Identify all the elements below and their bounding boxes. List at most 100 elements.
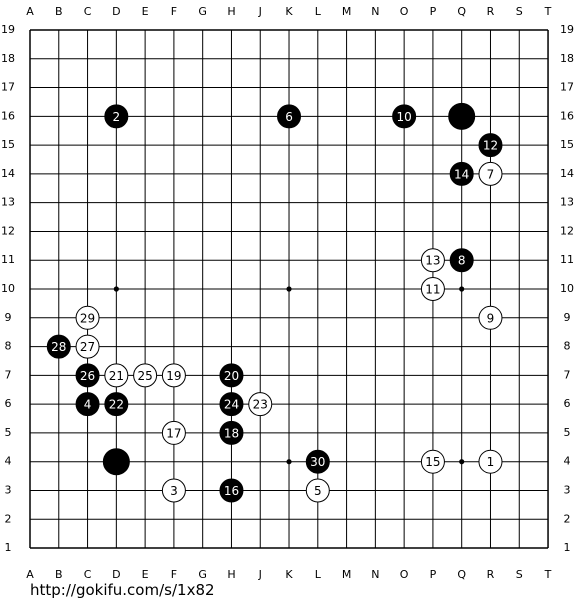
white-stone: [75, 305, 100, 330]
column-label: G: [198, 568, 207, 581]
column-label: H: [227, 5, 235, 18]
stone: 20: [219, 363, 244, 388]
white-stone: [133, 363, 158, 388]
stone: 26: [75, 363, 100, 388]
white-stone: [420, 449, 445, 474]
row-label: 8: [5, 340, 12, 353]
row-label: 15: [560, 138, 574, 151]
white-stone: [305, 478, 330, 503]
column-label: P: [430, 5, 437, 18]
white-stone: [161, 478, 186, 503]
stone: 25: [133, 363, 158, 388]
stone: [448, 102, 476, 130]
black-stone: [219, 392, 244, 417]
stone: [102, 448, 130, 476]
stone: 1: [478, 449, 503, 474]
column-label: K: [285, 5, 293, 18]
move-number: 6: [285, 110, 293, 124]
white-stone: [161, 363, 186, 388]
row-label: 9: [564, 311, 571, 324]
column-label: N: [371, 568, 379, 581]
column-label: F: [171, 5, 177, 18]
black-stone: [104, 104, 129, 129]
black-stone: [219, 420, 244, 445]
stone: 6: [277, 104, 302, 129]
row-label: 2: [564, 512, 571, 525]
column-label: Q: [457, 5, 466, 18]
column-label: C: [84, 5, 92, 18]
move-number: 2: [113, 110, 121, 124]
black-stone: [449, 248, 474, 273]
column-label: T: [544, 5, 552, 18]
column-label: B: [55, 568, 63, 581]
column-label: R: [487, 5, 495, 18]
stone: 3: [161, 478, 186, 503]
white-stone: [248, 392, 273, 417]
stone: 30: [305, 449, 330, 474]
row-label: 15: [1, 138, 15, 151]
stone: 14: [449, 161, 474, 186]
stone: 10: [392, 104, 417, 129]
white-stone: [420, 277, 445, 302]
column-label: A: [26, 5, 34, 18]
row-label: 19: [1, 23, 15, 36]
row-label: 14: [560, 167, 574, 180]
column-label: M: [342, 5, 352, 18]
column-label: E: [142, 568, 149, 581]
column-label: O: [400, 568, 409, 581]
stone: 7: [478, 161, 503, 186]
row-label: 14: [1, 167, 15, 180]
move-number: 1: [487, 455, 495, 469]
move-number: 21: [109, 369, 124, 383]
stone: 24: [219, 392, 244, 417]
row-label: 2: [5, 512, 12, 525]
row-label: 6: [564, 397, 571, 410]
black-stone: [75, 392, 100, 417]
white-stone: [75, 334, 100, 359]
row-label: 3: [5, 483, 12, 496]
column-label: N: [371, 5, 379, 18]
move-number: 22: [109, 398, 124, 412]
move-number: 19: [166, 369, 181, 383]
move-number: 20: [224, 369, 239, 383]
row-label: 1: [5, 541, 12, 554]
column-label: J: [258, 568, 262, 581]
move-number: 23: [253, 398, 268, 412]
white-stone: [161, 420, 186, 445]
star-point: [113, 286, 119, 292]
row-label: 12: [560, 224, 574, 237]
move-number: 9: [487, 311, 495, 325]
stone: 28: [46, 334, 71, 359]
row-label: 10: [560, 282, 574, 295]
row-label: 17: [1, 81, 15, 94]
black-stone: [219, 363, 244, 388]
move-number: 30: [310, 455, 325, 469]
stone: 22: [104, 392, 129, 417]
stone: 23: [248, 392, 273, 417]
row-label: 10: [1, 282, 15, 295]
black-stone: [277, 104, 302, 129]
move-number: 11: [425, 283, 440, 297]
stone: 18: [219, 420, 244, 445]
column-label: B: [55, 5, 63, 18]
row-label: 4: [5, 455, 12, 468]
move-number: 29: [80, 311, 95, 325]
stone: 27: [75, 334, 100, 359]
move-number: 12: [483, 139, 498, 153]
column-label: L: [315, 568, 322, 581]
stone: 29: [75, 305, 100, 330]
black-stone: [449, 161, 474, 186]
row-label: 11: [1, 253, 15, 266]
stone: 15: [420, 449, 445, 474]
stone: 17: [161, 420, 186, 445]
row-label: 13: [1, 196, 15, 209]
row-label: 17: [560, 81, 574, 94]
move-number: 16: [224, 484, 239, 498]
black-stone: [104, 392, 129, 417]
row-label: 12: [1, 224, 15, 237]
column-label: E: [142, 5, 149, 18]
source-url: http://gokifu.com/s/1x82: [30, 581, 215, 599]
move-number: 13: [425, 254, 440, 268]
row-label: 4: [564, 455, 571, 468]
black-stone: [219, 478, 244, 503]
